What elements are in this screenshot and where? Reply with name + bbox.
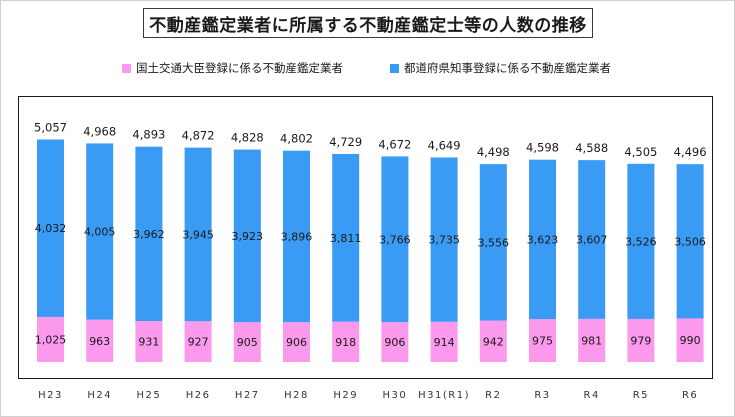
bar-segment-prefectural <box>529 159 556 320</box>
bar-segment-prefectural <box>381 156 409 323</box>
x-tick-label: H30 <box>383 390 408 401</box>
bar-segment-prefectural <box>86 143 114 320</box>
data-label-national: 905 <box>237 336 258 349</box>
data-label-prefectural: 3,735 <box>428 234 460 247</box>
bar-segment-national <box>676 318 704 362</box>
x-tick-label: H24 <box>87 390 112 401</box>
legend-swatch-prefectural <box>390 63 399 73</box>
x-tick-label: R6 <box>682 390 698 401</box>
data-label-national: 931 <box>138 336 159 349</box>
x-tick-label: H26 <box>186 390 211 401</box>
legend-swatch-national <box>122 63 131 73</box>
data-label-national: 906 <box>384 336 405 349</box>
bar-segment-prefectural <box>479 164 507 321</box>
bar-segment-prefectural <box>578 160 606 319</box>
total-label: 4,828 <box>231 131 264 145</box>
x-tick-label: H29 <box>333 390 358 401</box>
x-tick-label: H28 <box>284 390 309 401</box>
bar-segment-prefectural <box>184 147 212 322</box>
bar-segment-national <box>86 319 114 362</box>
legend-item-prefectural: 都道府県知事登録に係る不動産鑑定業者 <box>390 60 611 76</box>
legend-item-national: 国土交通大臣登録に係る不動産鑑定業者 <box>122 60 343 76</box>
data-label-prefectural: 3,506 <box>674 235 706 248</box>
data-label-prefectural: 3,607 <box>576 233 608 246</box>
data-label-prefectural: 4,005 <box>84 226 116 239</box>
x-tick-label: R5 <box>633 390 649 401</box>
data-label-prefectural: 3,923 <box>232 230 264 243</box>
total-label: 4,893 <box>132 128 165 142</box>
data-label-national: 942 <box>483 335 504 348</box>
data-label-national: 975 <box>532 335 553 348</box>
bar-segment-national <box>233 322 261 362</box>
bar-segment-national <box>381 322 409 362</box>
data-label-national: 918 <box>335 336 356 349</box>
bar-segment-prefectural <box>283 150 310 323</box>
x-tick-label: H25 <box>137 390 162 401</box>
total-label: 4,498 <box>477 145 510 159</box>
data-label-prefectural: 3,766 <box>379 233 411 246</box>
total-label: 4,588 <box>575 141 608 155</box>
data-label-national: 981 <box>581 334 602 347</box>
data-label-prefectural: 3,945 <box>182 228 214 241</box>
bar-segment-prefectural <box>37 139 64 317</box>
data-label-prefectural: 3,526 <box>625 235 657 248</box>
total-label: 4,968 <box>83 124 116 138</box>
bar-segment-prefectural <box>332 153 360 322</box>
labels-group: 1,025 4,032 5,057 H23 963 4,005 4,968 H24 931 3,9… <box>34 120 707 401</box>
bar-segment-national <box>529 319 556 362</box>
bar-segment-national <box>627 318 655 362</box>
total-label: 5,057 <box>34 120 67 134</box>
total-label: 4,729 <box>329 135 362 149</box>
data-label-prefectural: 3,896 <box>281 230 313 243</box>
data-label-prefectural: 3,811 <box>330 232 362 245</box>
data-label-national: 914 <box>434 336 455 349</box>
data-label-national: 963 <box>89 335 110 348</box>
x-tick-label: H31(R1) <box>418 390 470 401</box>
bar-segment-national <box>37 316 64 362</box>
x-tick-label: H27 <box>235 390 260 401</box>
data-label-prefectural: 4,032 <box>35 222 67 235</box>
legend-label-prefectural: 都道府県知事登録に係る不動産鑑定業者 <box>404 61 611 75</box>
total-label: 4,672 <box>378 137 411 151</box>
legend-label-national: 国土交通大臣登録に係る不動産鑑定業者 <box>136 61 343 75</box>
data-label-prefectural: 3,623 <box>527 233 559 246</box>
bar-segment-national <box>479 320 507 362</box>
bar-segment-prefectural <box>627 163 655 319</box>
bar-segment-national <box>135 321 163 362</box>
bar-segment-national <box>332 321 360 362</box>
data-label-national: 927 <box>188 336 209 349</box>
total-label: 4,802 <box>280 132 313 146</box>
bar-segment-national <box>578 318 606 362</box>
total-label: 4,872 <box>182 129 215 143</box>
total-label: 4,649 <box>428 138 461 152</box>
data-label-prefectural: 3,556 <box>478 236 510 249</box>
data-label-national: 979 <box>630 334 651 347</box>
x-tick-label: R4 <box>584 390 600 401</box>
data-label-prefectural: 3,962 <box>133 228 165 241</box>
data-label-national: 1,025 <box>35 333 67 346</box>
bar-segment-prefectural <box>233 149 261 323</box>
total-label: 4,598 <box>526 141 559 155</box>
bar-segment-national <box>184 321 212 362</box>
total-label: 4,496 <box>674 145 707 159</box>
x-tick-label: R3 <box>534 390 550 401</box>
bar-segment-national <box>430 321 458 362</box>
x-tick-label: H23 <box>38 390 63 401</box>
chart-title: 不動産鑑定業者に所属する不動産鑑定士等の人数の推移 <box>143 8 593 38</box>
bar-segment-national <box>283 322 310 362</box>
data-label-national: 906 <box>286 336 307 349</box>
bars-group <box>37 139 704 362</box>
bar-segment-prefectural <box>676 164 704 319</box>
legend: 国土交通大臣登録に係る不動産鑑定業者 都道府県知事登録に係る不動産鑑定業者 <box>0 60 735 78</box>
total-label: 4,505 <box>624 145 657 159</box>
bar-segment-prefectural <box>430 157 458 322</box>
x-tick-label: R2 <box>485 390 501 401</box>
data-label-national: 990 <box>680 334 701 347</box>
bar-segment-prefectural <box>135 146 163 322</box>
